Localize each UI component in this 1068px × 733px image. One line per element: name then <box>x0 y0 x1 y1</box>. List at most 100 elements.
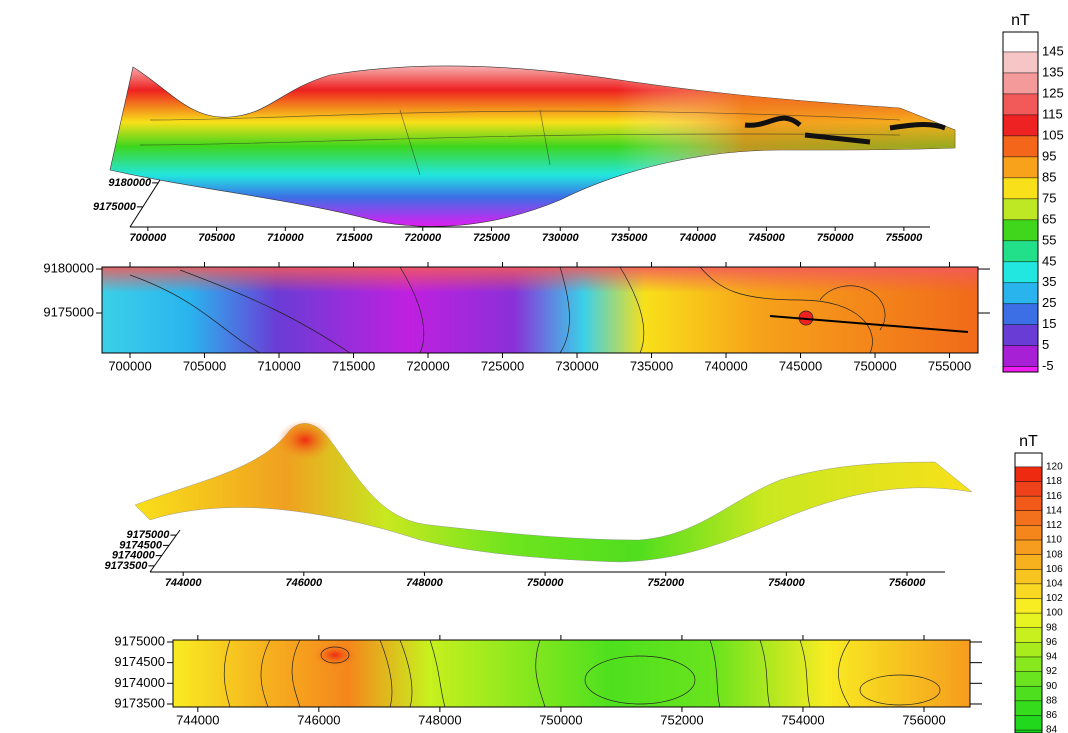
colorbar-tick-label: 115 <box>1042 106 1063 121</box>
y-tick-label: 9180000 <box>43 260 94 275</box>
colorbar-tick-label: -5 <box>1042 358 1054 373</box>
colorbar-tick-label: 102 <box>1046 593 1063 604</box>
x-tick-label: 746000 <box>285 577 323 589</box>
color-band <box>1015 525 1042 540</box>
x-tick-label: 735000 <box>611 232 649 244</box>
x-tick-label: 740000 <box>704 358 747 373</box>
x-tick-label: 725000 <box>473 232 511 244</box>
x-tick-label: 750000 <box>539 712 582 727</box>
x-tick-label: 744000 <box>176 712 219 727</box>
color-band <box>1015 511 1042 526</box>
color-band <box>1003 94 1038 115</box>
colorbar-tick-label: 92 <box>1046 666 1058 677</box>
surface-top <box>110 66 955 226</box>
colorbar-tick-label: 15 <box>1042 316 1056 331</box>
color-band <box>1015 482 1042 497</box>
x-tick-label: 752000 <box>660 712 703 727</box>
x-tick-label: 755000 <box>928 358 971 373</box>
x-tick-label: 752000 <box>647 577 685 589</box>
x-tick-label: 740000 <box>679 232 717 244</box>
color-band <box>1003 115 1038 136</box>
color-band <box>1003 73 1038 94</box>
colorbar-tick-label: 25 <box>1042 295 1056 310</box>
color-band <box>1003 136 1038 157</box>
x-tick-label: 754000 <box>768 577 806 589</box>
x-tick-label: 748000 <box>406 577 444 589</box>
figure: 700000 705000 710000 715000 720000 725000 7300… <box>0 0 1068 733</box>
x-tick-label: 754000 <box>781 712 824 727</box>
color-band <box>1003 199 1038 220</box>
colorbar-tick-label: 145 <box>1042 43 1064 58</box>
colorbar-tick-label: 118 <box>1046 476 1062 487</box>
color-band <box>1015 628 1042 643</box>
colorbar-tick-label: 106 <box>1046 564 1063 575</box>
x-tick-label: 748000 <box>418 712 461 727</box>
colorbar-tick-label: 84 <box>1046 725 1058 733</box>
y-tick-label: 9173500 <box>105 560 149 572</box>
colorbar-tick-label: 105 <box>1042 127 1064 142</box>
x-tick-label: 720000 <box>404 232 442 244</box>
colorbar-tick-label: 135 <box>1042 64 1064 79</box>
color-band <box>1015 715 1042 730</box>
color-band <box>1015 540 1042 555</box>
color-band <box>1015 672 1042 687</box>
colorbar-tick-label: 35 <box>1042 274 1056 289</box>
x-tick-label: 730000 <box>542 232 580 244</box>
color-band <box>1015 613 1042 628</box>
x-tick-label: 750000 <box>853 358 896 373</box>
y-tick-label: 9174000 <box>114 675 165 690</box>
colorbar-tick-label: 110 <box>1046 535 1062 546</box>
colorbar-title: nT <box>1019 433 1038 450</box>
color-band <box>1015 598 1042 613</box>
x-tick-label: 710000 <box>257 358 300 373</box>
colorbar-tick-label: 75 <box>1042 190 1056 205</box>
colorbar-tick-label: 5 <box>1042 337 1049 352</box>
contour-bottom <box>173 640 970 707</box>
x-tick-label: 715000 <box>332 358 375 373</box>
colorbar-tick-label: 104 <box>1046 579 1063 590</box>
surface-bottom <box>135 420 972 562</box>
color-band <box>1003 367 1038 372</box>
x-tick-label: 756000 <box>902 712 945 727</box>
color-band <box>1003 32 1038 52</box>
color-band <box>1015 453 1042 467</box>
color-band <box>1003 262 1038 283</box>
x-tick-label: 720000 <box>406 358 449 373</box>
colorbar-tick-label: 100 <box>1046 608 1063 619</box>
color-band <box>1015 584 1042 599</box>
x-tick-label: 735000 <box>630 358 673 373</box>
colorbar-tick-label: 95 <box>1042 148 1056 163</box>
colorbar-tick-label: 65 <box>1042 211 1056 226</box>
x-tick-label: 715000 <box>336 232 374 244</box>
y-tick-label: 9175000 <box>114 633 165 648</box>
color-band <box>1003 241 1038 262</box>
x-tick-label: 755000 <box>886 232 924 244</box>
x-tick-label: 725000 <box>481 358 524 373</box>
colorbar-tick-label: 94 <box>1046 652 1058 663</box>
x-tick-label: 705000 <box>183 358 226 373</box>
color-band <box>1003 346 1038 367</box>
colorbar-tick-label: 55 <box>1042 232 1056 247</box>
x-tick-label: 705000 <box>198 232 236 244</box>
color-band <box>1015 642 1042 657</box>
colorbar-tick-label: 85 <box>1042 169 1056 184</box>
x-tick-label: 700000 <box>130 232 168 244</box>
colorbar-tick-label: 108 <box>1046 549 1063 560</box>
color-band <box>1015 467 1042 482</box>
colorbar-tick-label: 114 <box>1046 505 1062 516</box>
x-tick-label: 750000 <box>817 232 855 244</box>
colorbar-tick-label: 116 <box>1046 491 1062 502</box>
x-tick-label: 746000 <box>297 712 340 727</box>
colorbar-tick-label: 125 <box>1042 85 1064 100</box>
y-tick-label: 9180000 <box>108 177 152 189</box>
color-band <box>1015 555 1042 570</box>
color-band <box>1003 52 1038 73</box>
x-tick-label: 744000 <box>165 577 203 589</box>
y-tick-label: 9174500 <box>114 654 165 669</box>
color-band <box>1015 496 1042 511</box>
color-band <box>1003 325 1038 346</box>
x-tick-label: 710000 <box>267 232 305 244</box>
color-band <box>1015 686 1042 701</box>
colorbar-title: nT <box>1011 12 1030 29</box>
colorbar-tick-label: 112 <box>1046 520 1062 531</box>
